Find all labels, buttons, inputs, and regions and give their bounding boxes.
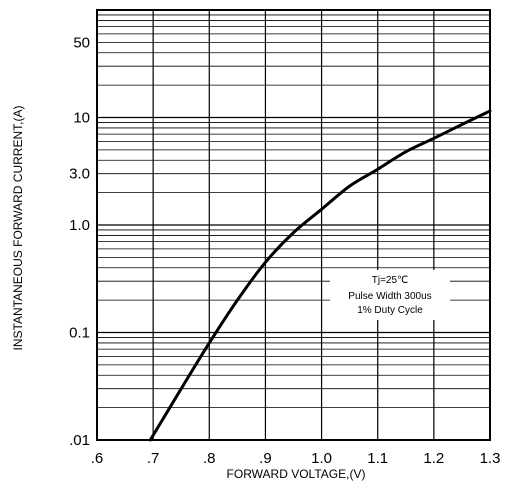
y-tick-label: 1.0 xyxy=(69,217,90,234)
x-tick-label: .8 xyxy=(203,450,216,467)
annotation-background xyxy=(330,270,450,320)
x-tick-label: .6 xyxy=(91,450,104,467)
series-layer xyxy=(148,109,492,442)
y-tick-label: 3.0 xyxy=(69,166,90,183)
x-tick-label: 1.2 xyxy=(423,450,444,467)
x-tick-label: 1.1 xyxy=(367,450,388,467)
plot-frame xyxy=(96,9,491,441)
y-tick-label: .01 xyxy=(69,432,90,449)
annotation-block: Tj=25℃ Pulse Width 300us 1% Duty Cycle xyxy=(330,270,450,320)
series-line-forward-current xyxy=(148,109,492,442)
x-tick-label: 1.0 xyxy=(311,450,332,467)
annotation-junction-temp: Tj=25℃ xyxy=(372,275,409,286)
y-tick-label: 0.1 xyxy=(69,325,90,342)
x-tick-label: .9 xyxy=(259,450,272,467)
x-tick-labels: .6 .7 .8 .9 1.0 1.1 1.2 1.3 xyxy=(91,450,501,467)
y-axis-label: INSTANTANEOUS FORWARD CURRENT,(A) xyxy=(11,106,25,351)
grid xyxy=(96,10,491,441)
x-tick-label: .7 xyxy=(147,450,160,467)
y-tick-labels: .01 0.1 1.0 3.0 10 50 xyxy=(69,34,90,449)
y-tick-label: 10 xyxy=(73,110,90,127)
y-tick-label: 50 xyxy=(73,34,90,51)
annotation-pulse-width: Pulse Width 300us xyxy=(348,291,431,302)
annotation-duty-cycle: 1% Duty Cycle xyxy=(357,305,423,316)
x-tick-label: 1.3 xyxy=(480,450,501,467)
x-axis-label: FORWARD VOLTAGE,(V) xyxy=(227,467,366,481)
